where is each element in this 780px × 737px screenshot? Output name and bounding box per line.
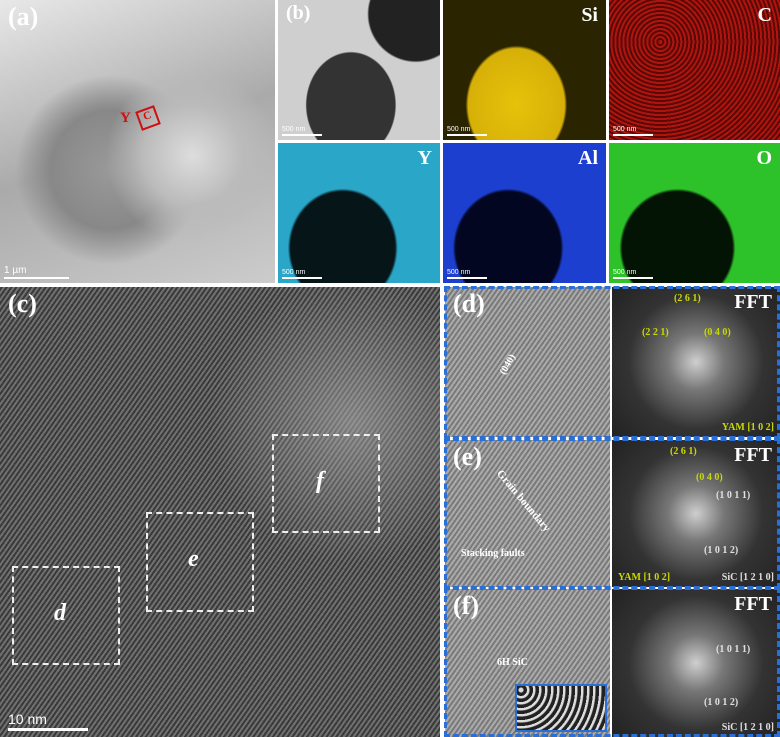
fft-title: FFT (734, 444, 772, 466)
spot-label: (2 6 1) (674, 293, 701, 304)
panel-label: (e) (453, 442, 482, 471)
marker-c-box: C (135, 105, 161, 131)
element-label: C (757, 4, 772, 26)
scale-bar: 500 nm (282, 269, 322, 279)
eds-map-y: Y 500 nm (278, 143, 440, 283)
marker-y: Y (120, 110, 131, 126)
spot-label: (2 6 1) (670, 446, 697, 457)
panel-e-hrtem: (e) Grain boundary Stacking faults (445, 440, 610, 587)
frame-d (444, 286, 780, 439)
panel-f-fft: FFT (1 0 1 1) (1 0 1 2) SiC [1 2 1 0] (612, 589, 780, 737)
element-label: Y (417, 147, 432, 169)
fft-title: FFT (734, 593, 772, 615)
eds-map-al: Al 500 nm (443, 143, 606, 283)
scale-bar: 10 nm (8, 711, 88, 731)
region-box-e: e (146, 512, 254, 612)
panel-f-hrtem: (f) 6H SiC (445, 589, 610, 737)
element-label: Al (578, 147, 598, 169)
scale-bar: 500 nm (613, 269, 653, 279)
spot-label: (2 2 1) (642, 327, 669, 338)
panel-label: (f) (453, 591, 479, 620)
spot-label: (1 0 1 2) (704, 545, 739, 556)
panel-b-haadf: (b) 500 nm (278, 0, 440, 140)
panel-a-tem-image: (a) Y C 1 µm (0, 0, 275, 283)
zone-axis: SiC [1 2 1 0] (721, 722, 774, 733)
spot-label: (1 0 1 1) (716, 644, 751, 655)
eds-map-c: C 500 nm (609, 0, 780, 140)
fft-title: FFT (734, 291, 772, 313)
panel-d-hrtem: (d) (040) (445, 287, 610, 437)
scale-bar: 500 nm (447, 126, 487, 136)
spot-label: (0 4 0) (696, 472, 723, 483)
spot-label: (0 4 0) (704, 327, 731, 338)
inset-atomic-image (515, 684, 607, 732)
element-label: Si (581, 4, 598, 26)
panel-label: (d) (453, 289, 485, 318)
panel-label: (c) (8, 289, 37, 318)
spot-label: (1 0 1 1) (716, 490, 751, 501)
region-box-d: d (12, 566, 120, 665)
frame-e (444, 438, 780, 589)
spot-label: (1 0 1 2) (704, 697, 739, 708)
scale-bar: 500 nm (282, 126, 322, 136)
phase-label: 6H SiC (497, 657, 528, 668)
panel-e-fft: FFT (2 6 1) (0 4 0) (1 0 1 1) (1 0 1 2) … (612, 440, 780, 587)
region-box-f: f (272, 434, 380, 533)
scale-bar: 500 nm (447, 269, 487, 279)
element-label: O (756, 147, 772, 169)
panel-c-hrtem: (c) d e f 10 nm (0, 287, 440, 737)
zone-axis: SiC [1 2 1 0] (721, 572, 774, 583)
stacking-faults-label: Stacking faults (461, 548, 525, 559)
panel-d-fft: FFT (2 6 1) (2 2 1) (0 4 0) YAM [1 0 2] (612, 287, 780, 437)
eds-map-o: O 500 nm (609, 143, 780, 283)
zone-axis: YAM [1 0 2] (618, 572, 671, 583)
panel-label: (a) (8, 2, 39, 31)
scale-bar: 500 nm (613, 126, 653, 136)
panel-label: (b) (286, 2, 311, 24)
frame-f (444, 587, 780, 737)
zone-axis: YAM [1 0 2] (721, 422, 774, 433)
eds-map-si: Si 500 nm (443, 0, 606, 140)
scale-bar: 1 µm (4, 265, 69, 279)
